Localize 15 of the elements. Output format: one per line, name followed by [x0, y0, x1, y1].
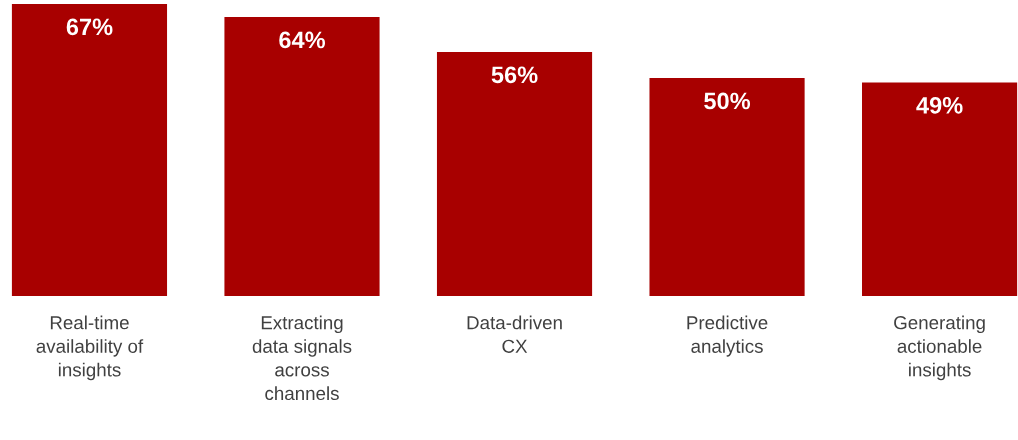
data-label: 50%: [704, 92, 751, 110]
data-label: 49%: [916, 96, 963, 114]
bar: [862, 82, 1018, 297]
data-label: 56%: [491, 66, 538, 84]
data-label: 67%: [66, 18, 113, 36]
x-tick-label: Data-driven CX: [467, 315, 562, 353]
x-tick-label: Extracting data signals across channels: [252, 315, 352, 401]
bar: [224, 17, 380, 297]
x-tick-label: Predictive analytics: [687, 315, 768, 357]
data-label: 64%: [279, 31, 326, 49]
x-tick-label: Real-time availability of insights: [36, 315, 144, 381]
x-tick-label: Generating actionable insights: [894, 315, 985, 381]
bar: [11, 3, 168, 297]
bar: [436, 51, 593, 297]
bar: [649, 78, 805, 297]
